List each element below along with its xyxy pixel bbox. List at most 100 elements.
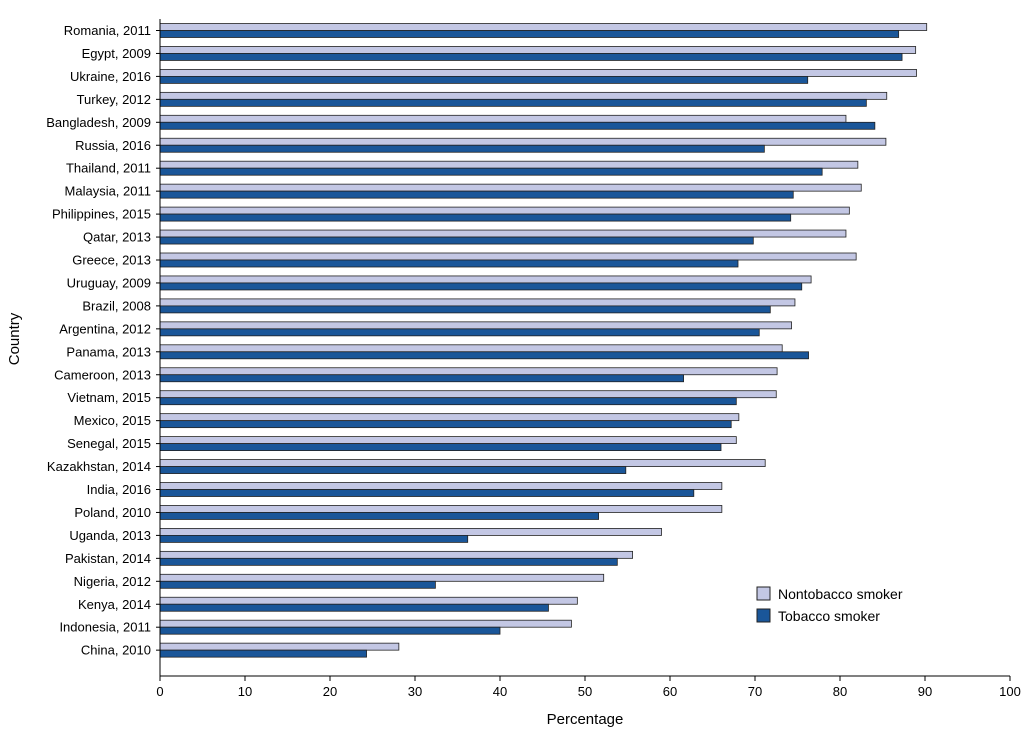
bar-nontobacco-10 bbox=[159, 252, 857, 261]
legend-label-nontobacco: Nontobacco smoker bbox=[778, 586, 903, 602]
bar-nontobacco-16 bbox=[159, 390, 777, 399]
category-label: China, 2010 bbox=[81, 643, 151, 658]
category-label: Turkey, 2012 bbox=[77, 92, 151, 107]
category-label: Uganda, 2013 bbox=[69, 528, 151, 543]
bar-nontobacco-1 bbox=[159, 46, 917, 54]
bar-nontobacco-18 bbox=[159, 436, 737, 445]
legend: Nontobacco smoker Tobacco smoker bbox=[756, 586, 903, 624]
bar-tobacco-18 bbox=[159, 443, 722, 452]
bar-nontobacco-25 bbox=[159, 596, 578, 605]
bar-tobacco-24 bbox=[159, 580, 436, 589]
category-label: Mexico, 2015 bbox=[74, 413, 151, 428]
bar-tobacco-22 bbox=[159, 535, 469, 543]
category-label: Kenya, 2014 bbox=[78, 597, 151, 612]
category-label: Greece, 2013 bbox=[72, 253, 151, 268]
x-axis-ticks: 0 10 20 30 40 50 60 70 80 90 100 bbox=[156, 676, 1021, 699]
x-tick-label: 100 bbox=[999, 684, 1021, 699]
bar-nontobacco-6 bbox=[159, 160, 859, 169]
bar-nontobacco-23 bbox=[159, 550, 634, 559]
bar-tobacco-8 bbox=[159, 213, 792, 222]
x-axis-title: Percentage bbox=[547, 711, 624, 728]
bar-tobacco-10 bbox=[159, 259, 739, 268]
category-label: Thailand, 2011 bbox=[66, 161, 151, 176]
bar-tobacco-19 bbox=[159, 466, 627, 474]
category-label: India, 2016 bbox=[87, 482, 151, 497]
bar-nontobacco-15 bbox=[159, 367, 778, 376]
bar-tobacco-0 bbox=[159, 30, 900, 38]
category-label: Romania, 2011 bbox=[64, 23, 151, 38]
x-tick-label: 10 bbox=[238, 684, 252, 699]
bar-tobacco-2 bbox=[159, 76, 809, 84]
bar-tobacco-21 bbox=[159, 512, 600, 520]
bar-nontobacco-3 bbox=[159, 91, 888, 100]
bar-nontobacco-13 bbox=[159, 321, 792, 330]
bar-nontobacco-7 bbox=[159, 183, 862, 192]
bar-nontobacco-4 bbox=[159, 114, 847, 123]
bar-tobacco-3 bbox=[159, 98, 867, 107]
bar-nontobacco-22 bbox=[159, 528, 662, 536]
bars-layer bbox=[159, 23, 928, 658]
category-label: Pakistan, 2014 bbox=[65, 551, 151, 566]
category-label: Kazakhstan, 2014 bbox=[47, 459, 151, 474]
bar-tobacco-9 bbox=[159, 236, 754, 245]
bar-tobacco-16 bbox=[159, 397, 737, 406]
category-label: Panama, 2013 bbox=[66, 344, 151, 359]
bar-tobacco-20 bbox=[159, 489, 695, 497]
bar-nontobacco-5 bbox=[159, 137, 887, 146]
bar-tobacco-23 bbox=[159, 557, 618, 566]
bar-tobacco-13 bbox=[159, 328, 760, 337]
category-label: Qatar, 2013 bbox=[83, 230, 151, 245]
legend-swatch-tobacco bbox=[756, 608, 771, 623]
bar-nontobacco-14 bbox=[159, 344, 783, 353]
bar-tobacco-11 bbox=[159, 282, 803, 291]
x-tick-label: 80 bbox=[833, 684, 847, 699]
bar-nontobacco-21 bbox=[159, 505, 723, 513]
bar-nontobacco-19 bbox=[159, 459, 766, 467]
bar-tobacco-27 bbox=[159, 649, 367, 658]
x-tick-label: 30 bbox=[408, 684, 422, 699]
bar-nontobacco-12 bbox=[159, 298, 796, 307]
category-label: Philippines, 2015 bbox=[52, 207, 151, 222]
category-label: Vietnam, 2015 bbox=[67, 390, 151, 405]
bar-tobacco-7 bbox=[159, 190, 794, 199]
bar-nontobacco-2 bbox=[159, 69, 917, 77]
bar-nontobacco-17 bbox=[159, 413, 740, 422]
x-tick-label: 40 bbox=[493, 684, 507, 699]
legend-swatch-nontobacco bbox=[756, 586, 771, 601]
bar-nontobacco-9 bbox=[159, 229, 847, 238]
bar-tobacco-12 bbox=[159, 305, 771, 314]
bar-nontobacco-24 bbox=[159, 573, 605, 582]
x-tick-label: 70 bbox=[748, 684, 762, 699]
category-label: Bangladesh, 2009 bbox=[46, 115, 151, 130]
bar-tobacco-5 bbox=[159, 144, 765, 153]
bar-tobacco-1 bbox=[159, 53, 903, 61]
category-label: Egypt, 2009 bbox=[82, 46, 151, 61]
y-axis-title: Country bbox=[6, 312, 23, 365]
x-tick-label: 0 bbox=[156, 684, 163, 699]
category-label: Ukraine, 2016 bbox=[70, 69, 151, 84]
x-tick-label: 60 bbox=[663, 684, 677, 699]
bar-nontobacco-26 bbox=[159, 619, 572, 628]
bar-tobacco-6 bbox=[159, 167, 823, 176]
bar-nontobacco-0 bbox=[159, 23, 928, 31]
category-label: Argentina, 2012 bbox=[59, 321, 151, 336]
bar-tobacco-17 bbox=[159, 420, 732, 429]
bar-tobacco-4 bbox=[159, 121, 876, 130]
category-label: Nigeria, 2012 bbox=[74, 574, 151, 589]
category-label: Russia, 2016 bbox=[75, 138, 151, 153]
bar-nontobacco-27 bbox=[159, 642, 400, 651]
bar-tobacco-14 bbox=[159, 351, 809, 360]
category-label: Brazil, 2008 bbox=[82, 298, 151, 313]
bar-tobacco-25 bbox=[159, 603, 549, 612]
x-tick-label: 90 bbox=[918, 684, 932, 699]
category-label: Malaysia, 2011 bbox=[65, 184, 151, 199]
legend-label-tobacco: Tobacco smoker bbox=[778, 608, 880, 624]
bar-nontobacco-20 bbox=[159, 482, 723, 490]
category-label: Poland, 2010 bbox=[74, 505, 151, 520]
bar-nontobacco-11 bbox=[159, 275, 812, 284]
category-label: Indonesia, 2011 bbox=[59, 620, 151, 635]
category-labels: Romania, 2011 Egypt, 2009 Ukraine, 2016 Tur… bbox=[46, 23, 160, 658]
x-tick-label: 50 bbox=[578, 684, 592, 699]
category-label: Cameroon, 2013 bbox=[54, 367, 151, 382]
